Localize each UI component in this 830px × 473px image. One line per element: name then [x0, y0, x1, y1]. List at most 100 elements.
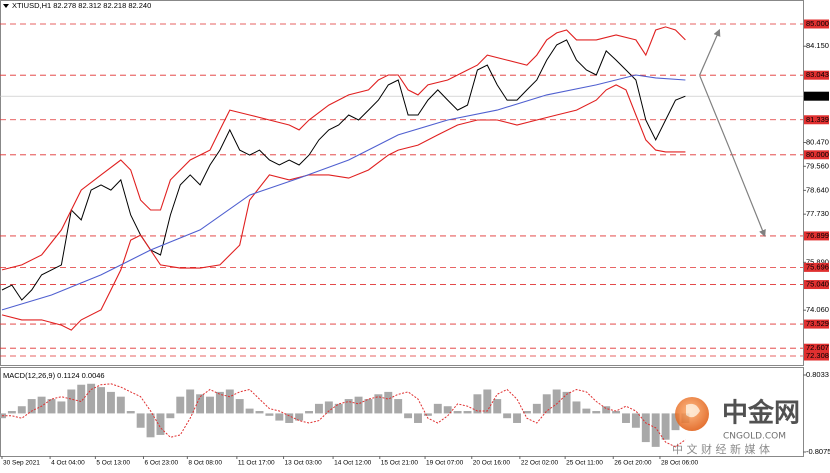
- macd-bar: [384, 391, 393, 414]
- macd-bar: [136, 413, 145, 428]
- macd-bar: [67, 389, 76, 414]
- watermark-logo-shape: [686, 403, 700, 418]
- macd-bar: [106, 391, 115, 414]
- x-tick-label: 14 Oct 12:00: [334, 460, 372, 467]
- macd-bar: [116, 396, 125, 414]
- level-label-box: [804, 280, 829, 290]
- arrow: [699, 75, 766, 238]
- x-tick-label: 25 Oct 11:00: [566, 460, 603, 467]
- macd-bar: [196, 394, 205, 414]
- macd-bar: [305, 411, 313, 414]
- level-label: 75.040: [806, 280, 829, 289]
- macd-bar: [542, 394, 551, 414]
- price-line: [1, 39, 686, 301]
- level-label-box: [804, 115, 829, 125]
- watermark: 中金网 CNGOLD.COM 中 文 财 经 新 媒 体: [672, 397, 800, 456]
- macd-bar: [166, 413, 175, 419]
- level-label-box: [804, 343, 829, 353]
- macd-bar: [473, 394, 482, 414]
- level-label-box: [804, 262, 829, 272]
- chart-title: XTIUSD,H1 82.278 82.312 82.218 82.240: [12, 1, 151, 10]
- x-tick-label: 28 Oct 06:00: [661, 460, 699, 467]
- level-label: 72.308: [806, 351, 829, 360]
- macd-bar: [275, 413, 284, 421]
- macd-bar: [265, 413, 274, 416]
- macd-bar: [631, 413, 640, 428]
- current-price-box: [804, 91, 829, 101]
- level-label-box: [804, 231, 829, 241]
- y-tick-label: 77.730: [806, 209, 829, 218]
- signal-line: [2, 383, 686, 448]
- macd-bar: [126, 411, 135, 414]
- current-price-label: 82.240: [806, 91, 829, 100]
- macd-bar: [483, 389, 492, 414]
- macd-bar: [433, 403, 442, 414]
- y-tick-label: 78.640: [806, 185, 829, 194]
- x-tick-label: 26 Oct 20:00: [614, 460, 652, 467]
- x-tick-label: 15 Oct 21:00: [381, 460, 419, 467]
- macd-bar: [443, 406, 452, 414]
- macd-bar: [671, 413, 680, 431]
- macd-bar: [27, 399, 36, 414]
- macd-bar: [47, 399, 56, 414]
- macd-bar: [255, 411, 264, 414]
- x-tick-label: 11 Oct 17:00: [238, 460, 275, 467]
- macd-bar: [225, 389, 234, 414]
- macd-bar: [235, 399, 244, 414]
- macd-bar: [522, 411, 531, 414]
- price-line: [1, 26, 686, 271]
- y-tick-label: 84.150: [806, 41, 829, 50]
- macd-bar: [7, 411, 16, 414]
- price-line: [1, 84, 686, 331]
- macd-bar: [493, 399, 502, 414]
- macd-bar: [394, 399, 403, 414]
- macd-bar: [552, 389, 561, 414]
- y-tick-label: -0.8075: [806, 447, 830, 456]
- macd-bar: [146, 413, 155, 438]
- macd-bar: [344, 399, 353, 414]
- x-tick-label: 4 Oct 04:00: [51, 460, 85, 467]
- x-tick-label: 20 Oct 16:00: [473, 460, 511, 467]
- macd-bar: [97, 387, 105, 414]
- watermark-slogan: 中 文 财 经 新 媒 体: [672, 442, 770, 456]
- x-tick-label: 22 Oct 02:00: [521, 460, 559, 467]
- y-tick-label: 74.060: [806, 305, 829, 314]
- level-label-box: [804, 150, 829, 160]
- macd-bar: [334, 403, 343, 414]
- macd-bar: [562, 391, 571, 414]
- macd-bar: [285, 413, 294, 423]
- level-label-box: [804, 70, 829, 80]
- macd-bar: [206, 396, 214, 414]
- level-label-box: [804, 351, 829, 361]
- macd-bar: [572, 401, 581, 414]
- level-label: 72.607: [806, 343, 829, 352]
- x-tick-label: 5 Oct 13:00: [96, 460, 130, 467]
- macd-bar: [453, 411, 462, 414]
- watermark-name: 中金网: [722, 398, 800, 429]
- macd-bar: [404, 413, 413, 419]
- macd-bar: [374, 394, 383, 414]
- macd-bar: [463, 411, 472, 414]
- macd-bar: [176, 396, 185, 414]
- x-tick-label: 13 Oct 03:00: [285, 460, 323, 467]
- y-tick-label: 79.560: [806, 161, 829, 170]
- header-icon: [3, 4, 9, 8]
- macd-bar: [364, 399, 373, 414]
- price-line: [1, 74, 686, 311]
- macd-bar: [582, 408, 591, 414]
- macd-bar: [592, 411, 601, 414]
- level-label: 80.000: [806, 150, 829, 159]
- macd-bar: [215, 391, 224, 414]
- macd-bar: [77, 384, 86, 414]
- y-tick-label: 80.470: [806, 137, 829, 146]
- macd-bar: [532, 403, 541, 414]
- x-tick-label: 30 Sep 2021: [3, 460, 40, 467]
- x-tick-label: 8 Oct 08:00: [188, 460, 222, 467]
- macd-bar: [295, 413, 304, 421]
- macd-bar: [602, 406, 611, 414]
- macd-bar: [513, 413, 521, 423]
- macd-bar: [156, 413, 165, 435]
